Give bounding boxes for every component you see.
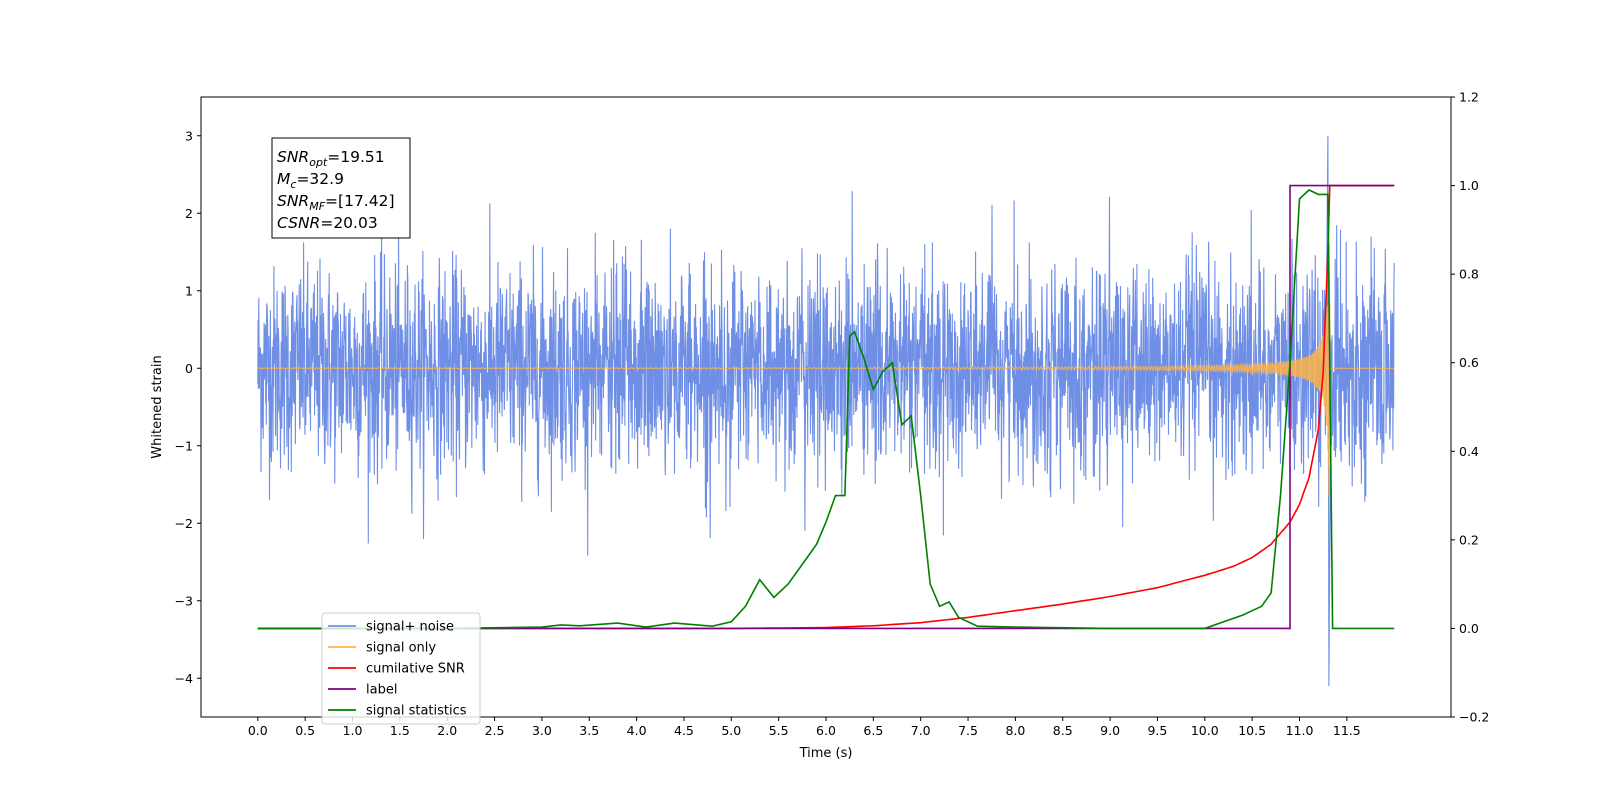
- x-axis-label: Time (s): [799, 746, 853, 761]
- x-tick-label: 3.5: [579, 723, 599, 738]
- y-tick-label: −2: [175, 516, 193, 531]
- x-tick-label: 9.5: [1147, 723, 1167, 738]
- annotation-symbol: SNR: [277, 148, 309, 166]
- y-tick-label: −4: [175, 671, 193, 686]
- x-tick-label: 5.5: [769, 723, 789, 738]
- y-tick-label: 0: [185, 361, 193, 376]
- y-tick-label: 3: [185, 128, 193, 143]
- y-axis-left: 3 2 1 0 −1 −2 −3 −4: [175, 128, 201, 686]
- y-right-tick-label: 0.6: [1459, 355, 1479, 370]
- x-tick-label: 0.5: [295, 723, 315, 738]
- annotation-line: SNRMF=[17.42]: [277, 192, 395, 213]
- legend-entry: label: [366, 683, 397, 698]
- x-tick-label: 1.0: [343, 723, 363, 738]
- annotation-line: CSNR=20.03: [277, 214, 378, 232]
- y-right-tick-label: 0.2: [1459, 532, 1479, 547]
- x-axis: 0.0 0.5 1.0 1.5 2.0 2.5 3.0 3.5 4.0 4.5 5.0 5.5 6.0 6…: [248, 717, 1361, 738]
- annotation-value: =20.03: [320, 214, 377, 232]
- x-tick-label: 10.5: [1238, 723, 1266, 738]
- x-tick-label: 7.0: [911, 723, 931, 738]
- x-tick-label: 8.0: [1005, 723, 1025, 738]
- legend-entry: signal statistics: [366, 704, 467, 719]
- x-tick-label: 7.5: [958, 723, 978, 738]
- x-tick-label: 2.5: [485, 723, 505, 738]
- annotation-value: =32.9: [296, 170, 344, 188]
- series-cumulative-snr: [257, 184, 1395, 630]
- metrics-annotation-box: SNRopt=19.51Mc=32.9SNRMF=[17.42]CSNR=20.…: [271, 137, 411, 239]
- y-right-tick-label: 0.8: [1459, 267, 1479, 282]
- x-tick-label: 10.0: [1191, 723, 1219, 738]
- x-tick-label: 11.0: [1286, 723, 1314, 738]
- annotation-symbol: SNR: [277, 192, 309, 210]
- annotation-line: SNRopt=19.51: [277, 148, 385, 169]
- y-tick-label: −3: [175, 593, 193, 608]
- y-right-tick-label: 1.2: [1459, 90, 1479, 105]
- y-tick-label: 1: [185, 283, 193, 298]
- series-signal-only: [257, 243, 1395, 496]
- legend-entry: signal+ noise: [366, 620, 454, 635]
- x-tick-label: 6.5: [863, 723, 883, 738]
- annotation-subscript: MF: [309, 200, 325, 213]
- y-right-tick-label: −0.2: [1459, 710, 1489, 725]
- x-tick-label: 9.0: [1100, 723, 1120, 738]
- annotation-symbol: CSNR: [277, 214, 320, 232]
- x-tick-label: 4.5: [674, 723, 694, 738]
- x-tick-label: 1.5: [390, 723, 410, 738]
- x-tick-label: 5.0: [721, 723, 741, 738]
- series-signal-statistics: [257, 189, 1395, 630]
- y-axis-label: Whitened strain: [150, 355, 165, 458]
- annotation-subscript: opt: [309, 156, 328, 169]
- y-axis-right: 1.2 1.0 0.8 0.6 0.4 0.2 0.0 −0.2: [1451, 90, 1489, 725]
- y-right-tick-label: 0.0: [1459, 621, 1479, 636]
- y-tick-label: 2: [185, 206, 193, 221]
- y-tick-label: −1: [175, 438, 193, 453]
- x-tick-label: 4.0: [627, 723, 647, 738]
- x-tick-label: 6.0: [816, 723, 836, 738]
- y-right-tick-label: 1.0: [1459, 178, 1479, 193]
- legend-frame: [321, 612, 481, 725]
- annotation-value: =[17.42]: [325, 192, 394, 210]
- x-tick-label: 8.5: [1053, 723, 1073, 738]
- annotation-symbol: M: [277, 170, 290, 188]
- annotation-value: =19.51: [327, 148, 384, 166]
- x-tick-label: 2.0: [437, 723, 457, 738]
- annotation-frame: [271, 137, 411, 239]
- x-tick-label: 11.5: [1333, 723, 1361, 738]
- annotation-line: Mc=32.9: [277, 170, 344, 191]
- x-tick-label: 3.0: [532, 723, 552, 738]
- legend-entry: cumilative SNR: [366, 662, 465, 677]
- y-right-tick-label: 0.4: [1459, 444, 1479, 459]
- x-tick-label: 0.0: [248, 723, 268, 738]
- legend: signal+ noise signal only cumilative SNR la…: [321, 612, 481, 725]
- annotation-subscript: c: [290, 178, 296, 191]
- legend-entry: signal only: [366, 641, 436, 656]
